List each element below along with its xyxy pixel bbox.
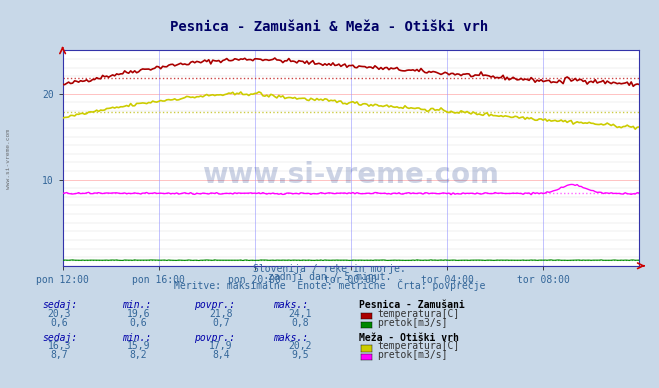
Text: 20,2: 20,2: [288, 341, 312, 351]
Text: 17,9: 17,9: [209, 341, 233, 351]
Text: 20,3: 20,3: [47, 309, 71, 319]
Text: www.si-vreme.com: www.si-vreme.com: [6, 129, 11, 189]
Text: Meritve: maksimalne  Enote: metrične  Črta: povprečje: Meritve: maksimalne Enote: metrične Črta…: [174, 279, 485, 291]
Text: min.:: min.:: [122, 333, 152, 343]
Text: 16,3: 16,3: [47, 341, 71, 351]
Text: 0,7: 0,7: [212, 317, 229, 327]
Text: 21,8: 21,8: [209, 309, 233, 319]
Text: 19,6: 19,6: [127, 309, 150, 319]
Text: temperatura[C]: temperatura[C]: [377, 341, 459, 351]
Text: temperatura[C]: temperatura[C]: [377, 309, 459, 319]
Text: Meža - Otiški vrh: Meža - Otiški vrh: [359, 333, 459, 343]
Text: pretok[m3/s]: pretok[m3/s]: [377, 317, 447, 327]
Text: 0,6: 0,6: [130, 317, 147, 327]
Text: Slovenija / reke in morje.: Slovenija / reke in morje.: [253, 263, 406, 274]
Text: Pesnica - Zamušani: Pesnica - Zamušani: [359, 300, 465, 310]
Text: min.:: min.:: [122, 300, 152, 310]
Text: 0,6: 0,6: [51, 317, 68, 327]
Text: sedaj:: sedaj:: [43, 300, 78, 310]
Text: 0,8: 0,8: [291, 317, 308, 327]
Text: 8,2: 8,2: [130, 350, 147, 360]
Text: povpr.:: povpr.:: [194, 300, 235, 310]
Text: 24,1: 24,1: [288, 309, 312, 319]
Text: 15,9: 15,9: [127, 341, 150, 351]
Text: sedaj:: sedaj:: [43, 333, 78, 343]
Text: pretok[m3/s]: pretok[m3/s]: [377, 350, 447, 360]
Text: 8,7: 8,7: [51, 350, 68, 360]
Text: maks.:: maks.:: [273, 300, 308, 310]
Text: 8,4: 8,4: [212, 350, 229, 360]
Text: Pesnica - Zamušani & Meža - Otiški vrh: Pesnica - Zamušani & Meža - Otiški vrh: [171, 20, 488, 34]
Text: zadnji dan / 5 minut.: zadnji dan / 5 minut.: [268, 272, 391, 282]
Text: www.si-vreme.com: www.si-vreme.com: [202, 161, 500, 189]
Text: 9,5: 9,5: [291, 350, 308, 360]
Text: maks.:: maks.:: [273, 333, 308, 343]
Text: povpr.:: povpr.:: [194, 333, 235, 343]
